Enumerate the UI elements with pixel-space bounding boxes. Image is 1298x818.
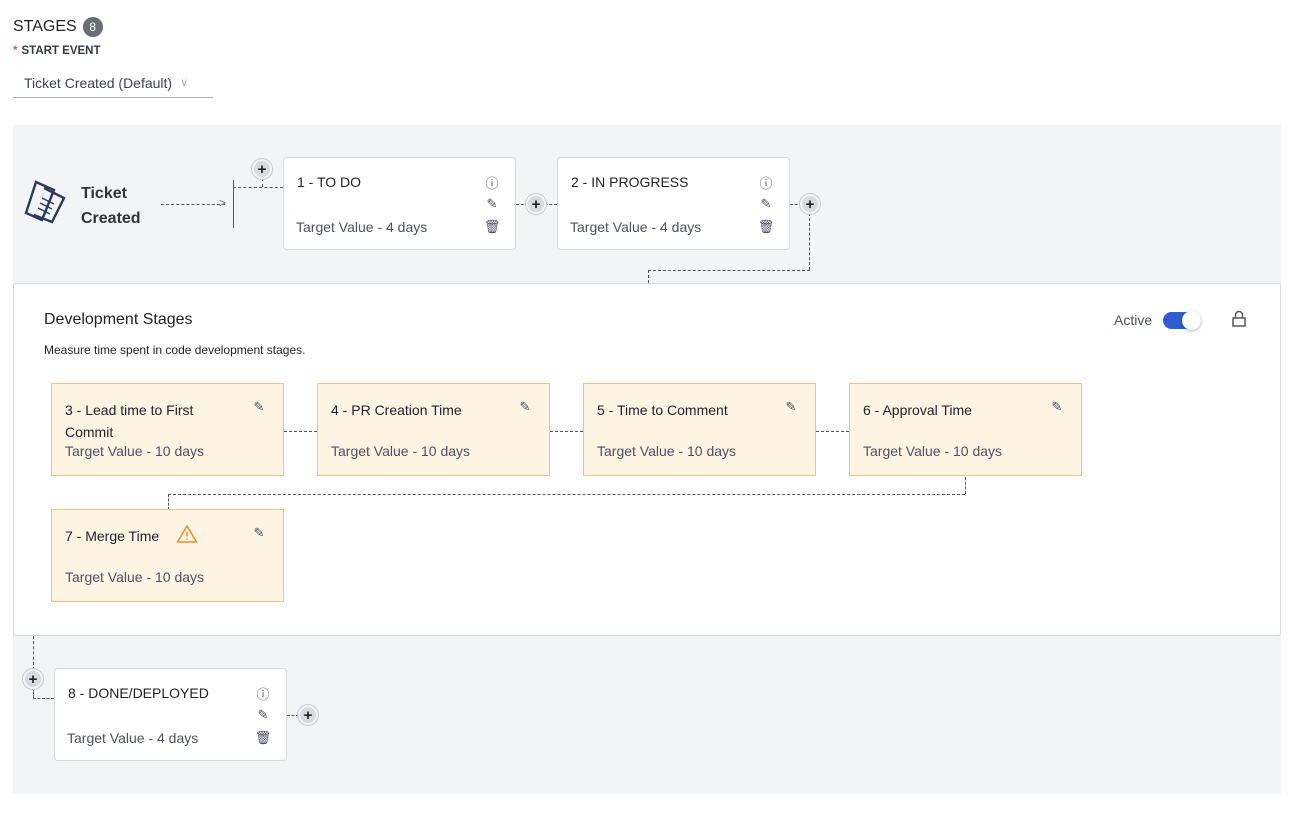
- connector: [809, 213, 810, 270]
- add-stage-button[interactable]: +: [252, 159, 272, 179]
- connector: [262, 178, 263, 187]
- delete-icon[interactable]: 🗑: [757, 219, 775, 234]
- lock-icon[interactable]: [1231, 310, 1247, 328]
- connector: [33, 698, 54, 699]
- stage-name: 5 - Time to Comment: [597, 402, 728, 418]
- stage-target: Target Value - 4 days: [296, 219, 428, 235]
- connector: [161, 204, 225, 205]
- connector: [790, 204, 802, 205]
- connector: [284, 431, 317, 432]
- stage-name: 3 - Lead time to First Commit: [65, 402, 194, 440]
- stage-card[interactable]: 8 - DONE/DEPLOYED Target Value - 4 days …: [54, 668, 287, 761]
- dev-stage-card[interactable]: 4 - PR Creation Time Target Value - 10 da…: [317, 383, 550, 476]
- edit-icon[interactable]: ✎: [253, 525, 265, 540]
- add-stage-button[interactable]: +: [23, 669, 43, 689]
- stage-target: Target Value - 10 days: [863, 443, 1003, 459]
- warning-icon: [176, 525, 198, 543]
- edit-icon[interactable]: ✎: [257, 707, 269, 722]
- connector: [816, 431, 849, 432]
- stage-target: Target Value - 4 days: [570, 219, 702, 235]
- chevron-down-icon: ∨: [180, 77, 189, 89]
- stage-name: 8 - DONE/DEPLOYED: [68, 685, 209, 701]
- connector: [168, 494, 169, 510]
- arrow-right-icon: >: [219, 196, 227, 210]
- add-stage-button[interactable]: +: [298, 705, 318, 725]
- edit-icon[interactable]: ✎: [519, 399, 531, 414]
- stage-count-badge: 8: [82, 17, 103, 37]
- start-event-node: Ticket Created: [81, 181, 141, 231]
- info-icon[interactable]: ⓘ: [256, 686, 270, 702]
- dev-stage-card[interactable]: 6 - Approval Time Target Value - 10 days ✎: [849, 383, 1082, 476]
- connector: [287, 715, 299, 716]
- active-toggle[interactable]: [1163, 311, 1201, 330]
- edit-icon[interactable]: ✎: [760, 196, 772, 211]
- stage-target: Target Value - 4 days: [67, 730, 199, 746]
- connector: [33, 688, 34, 698]
- divider: [233, 180, 234, 228]
- dev-stage-card[interactable]: 3 - Lead time to First Commit Target Valu…: [51, 383, 284, 476]
- add-stage-button[interactable]: +: [526, 194, 546, 214]
- start-event-select[interactable]: Ticket Created (Default) ∨: [13, 68, 213, 98]
- connector: [33, 636, 34, 670]
- title-text: STAGES: [13, 18, 77, 35]
- stage-card[interactable]: 2 - IN PROGRESS Target Value - 4 days ⓘ …: [557, 157, 790, 250]
- connector: [965, 477, 966, 494]
- edit-icon[interactable]: ✎: [1051, 399, 1063, 414]
- dev-stage-card[interactable]: 5 - Time to Comment Target Value - 10 day…: [583, 383, 816, 476]
- info-icon[interactable]: ⓘ: [485, 175, 499, 191]
- edit-icon[interactable]: ✎: [253, 399, 265, 414]
- active-label: Active: [1114, 312, 1153, 328]
- stage-name: 1 - TO DO: [297, 174, 362, 190]
- delete-icon[interactable]: 🗑: [483, 219, 501, 234]
- connector: [648, 270, 810, 271]
- stage-target: Target Value - 10 days: [65, 569, 205, 585]
- stages-title: STAGES 8: [13, 17, 103, 37]
- start-line2: Created: [81, 210, 141, 227]
- ticket-icon: [24, 180, 66, 224]
- delete-icon[interactable]: 🗑: [254, 730, 272, 745]
- group-title: Development Stages: [44, 311, 193, 328]
- info-icon[interactable]: ⓘ: [759, 175, 773, 191]
- stage-name: 6 - Approval Time: [863, 402, 972, 418]
- stage-name: 7 - Merge Time: [65, 528, 160, 544]
- add-stage-button[interactable]: +: [800, 194, 820, 214]
- start-event-label: * START EVENT: [13, 45, 101, 57]
- stage-target: Target Value - 10 days: [597, 443, 737, 459]
- edit-icon[interactable]: ✎: [785, 399, 797, 414]
- edit-icon[interactable]: ✎: [486, 196, 498, 211]
- connector: [550, 431, 583, 432]
- select-value: Ticket Created (Default): [24, 74, 173, 91]
- start-line1: Ticket: [81, 185, 127, 202]
- group-description: Measure time spent in code development s…: [44, 343, 306, 357]
- stage-name: 2 - IN PROGRESS: [571, 174, 689, 190]
- stage-target: Target Value - 10 days: [331, 443, 471, 459]
- connector: [648, 270, 649, 283]
- connector: [168, 494, 965, 495]
- dev-stage-card[interactable]: 7 - Merge Time Target Value - 10 days ✎: [51, 509, 284, 602]
- stage-target: Target Value - 10 days: [65, 443, 205, 459]
- stage-card[interactable]: 1 - TO DO Target Value - 4 days ⓘ ✎ 🗑: [283, 157, 516, 250]
- label-text: START EVENT: [21, 45, 101, 57]
- stage-name: 4 - PR Creation Time: [331, 402, 462, 418]
- connector: [233, 187, 283, 188]
